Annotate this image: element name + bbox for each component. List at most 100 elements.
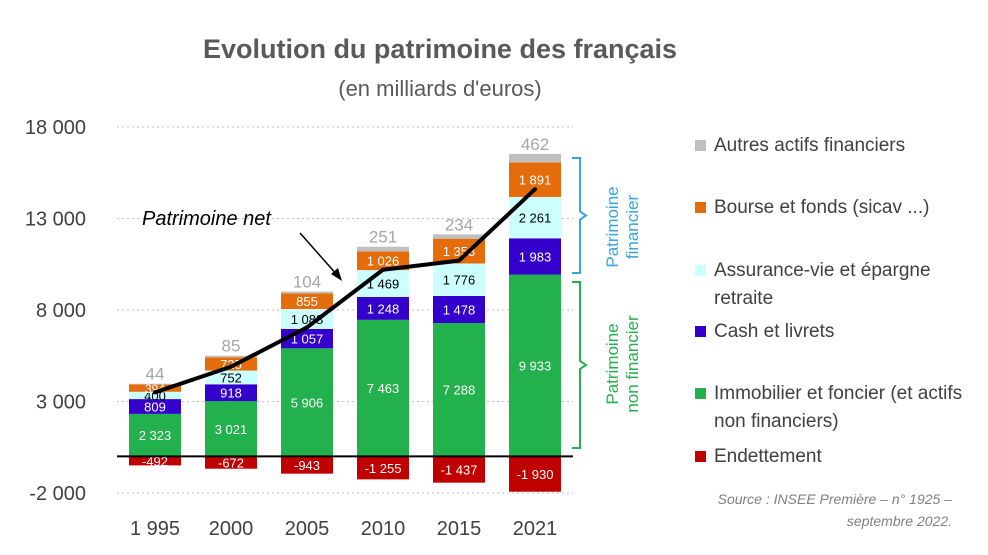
bar-assurance [433,263,485,296]
x-tick-label: 2005 [285,518,330,540]
bar-bourse [357,251,409,271]
data-label-immobilier: 7 288 [443,383,476,398]
y-tick-label: 8 000 [36,300,86,322]
data-label-bourse: 855 [296,294,318,309]
data-label-autres: 104 [293,273,321,292]
bar-cash [509,238,561,275]
net-line-point [153,390,157,395]
brace-label-financier: Patrimoine financier [603,172,643,282]
net-line-point [229,364,233,369]
legend-item-cash: Cash et livrets [695,318,974,346]
legend-item-bourse: Bourse et fonds (sicav ...) [695,194,974,222]
legend-label-assurance: Assurance-vie et épargne retraite [714,260,931,309]
legend-swatch-assurance [695,265,706,276]
bar-immobilier [129,413,181,457]
brace-non-financier [572,281,588,449]
data-label-bourse: 1 026 [367,254,400,269]
bar-autres [129,383,181,385]
brace-financier-line1: Patrimoine [603,186,622,268]
brace-financier [572,157,588,274]
bar-autres [433,234,485,239]
x-tick-label: 1 995 [130,518,180,540]
net-line-point [457,258,461,263]
bar-immobilier [281,348,333,457]
legend-label-immobilier: Immobilier et foncier (et actifs non fin… [714,383,963,432]
bar-cash [205,384,257,402]
x-tick-label: 2010 [361,518,406,540]
bar-immobilier [205,401,257,457]
bar-assurance [205,370,257,385]
data-label-endettement: -1 255 [365,461,402,476]
legend-label-autres: Autres actifs financiers [714,135,906,156]
data-label-assurance: 2 261 [519,211,552,226]
bar-cash [357,296,409,320]
chart-subtitle: (en milliards d'euros) [338,76,542,101]
legend-label-bourse: Bourse et fonds (sicav ...) [714,197,930,218]
bar-assurance [281,309,333,329]
bar-endettement [129,456,181,466]
data-label-autres: 85 [222,337,241,356]
net-line-point [305,325,309,330]
source-line-1: Source : INSEE Première – n° 1925 – [717,491,952,507]
data-label-cash: 1 057 [291,332,324,347]
legend-swatch-endettement [695,451,706,462]
x-tick-label: 2000 [209,518,254,540]
bar-immobilier [357,319,409,457]
x-tick-label: 2015 [437,518,482,540]
data-label-cash: 809 [144,399,166,414]
data-label-immobilier: 5 906 [291,395,324,410]
legend-swatch-immobilier [695,388,706,399]
bar-autres [205,355,257,358]
net-line-annotation: Patrimoine net [142,208,271,230]
data-label-autres: 462 [521,135,549,154]
legend-swatch-cash [695,326,706,337]
bar-bourse [129,384,181,392]
data-label-endettement: -672 [218,456,244,471]
data-label-cash: 1 248 [367,301,400,316]
chart-title: Evolution du patrimoine des français [202,34,678,64]
bar-endettement [357,456,409,480]
source-line-2: septembre 2022. [846,513,952,529]
annotation-arrow-head [331,268,342,281]
bar-immobilier [509,274,561,457]
bar-bourse [281,293,333,310]
legend-item-autres: Autres actifs financiers [695,132,974,160]
legend-swatch-autres [695,140,706,151]
data-label-assurance: 1 469 [367,277,400,292]
y-tick-label: 18 000 [25,117,86,139]
net-line-point [533,187,537,192]
data-label-autres: 251 [369,228,397,247]
y-tick-label: 3 000 [36,392,86,414]
data-label-endettement: -1 930 [517,467,554,482]
data-label-cash: 918 [220,386,242,401]
annotation-arrow-line [299,232,339,277]
bar-endettement [509,456,561,492]
data-label-cash: 1 983 [519,249,552,264]
source-note: Source : INSEE Première – n° 1925 – sept… [640,488,952,532]
bar-autres [357,246,409,252]
bar-assurance [129,391,181,400]
data-label-autres: 44 [146,365,165,384]
legend-item-endettement: Endettement [695,443,974,471]
brace-nonfin-line1: Patrimoine [603,323,622,405]
legend-item-assurance: Assurance-vie et épargne retraite [695,257,974,313]
brace-financier-line2: financier [623,194,642,260]
bar-endettement [281,456,333,474]
legend-label-cash: Cash et livrets [714,321,835,342]
data-label-immobilier: 9 933 [519,359,552,374]
legend-label-endettement: Endettement [714,446,822,467]
brace-label-non-financier: Patrimoine non financier [603,294,643,434]
bar-autres [509,153,561,163]
data-label-immobilier: 2 323 [139,428,172,443]
bar-cash [129,399,181,414]
legend-item-immobilier: Immobilier et foncier (et actifs non fin… [695,380,974,436]
y-tick-label: -2 000 [29,483,86,505]
y-tick-label: 13 000 [25,209,86,231]
net-line-point [381,267,385,272]
bar-autres [281,291,333,294]
bar-cash [433,295,485,324]
data-label-bourse: 1 891 [519,173,552,188]
bar-endettement [433,456,485,483]
data-label-immobilier: 3 021 [215,422,248,437]
